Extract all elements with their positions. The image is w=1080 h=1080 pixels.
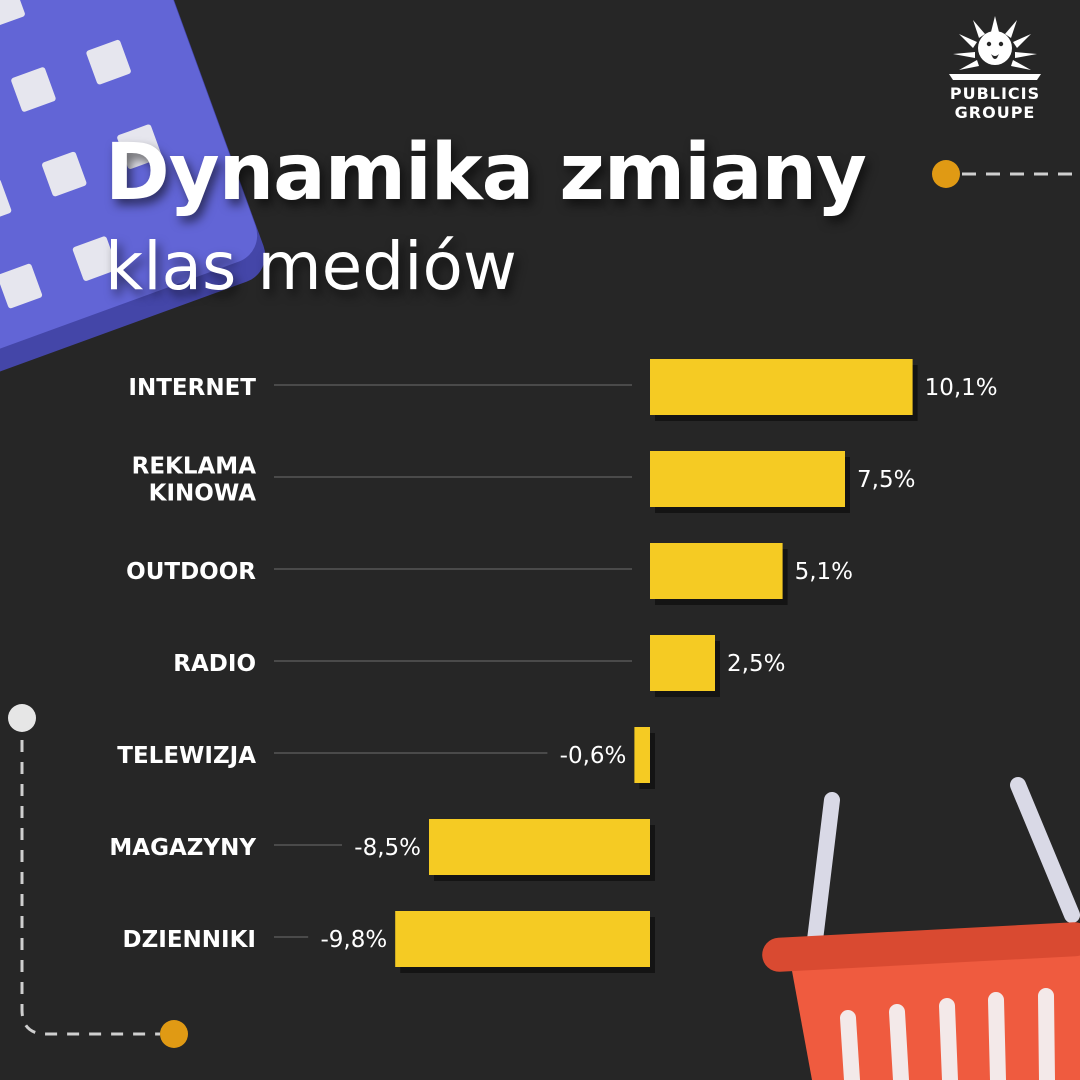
value-label: -9,8%	[320, 927, 387, 953]
bar	[650, 359, 913, 415]
category-label: REKLAMA	[132, 454, 257, 480]
bar	[429, 819, 650, 875]
value-label: 7,5%	[857, 467, 915, 493]
orange-dot-top	[932, 160, 960, 188]
value-label: -0,6%	[560, 743, 627, 769]
bar	[650, 451, 845, 507]
bar	[395, 911, 650, 967]
lion-icon	[949, 16, 1041, 80]
category-label: OUTDOOR	[126, 559, 256, 585]
bar	[650, 635, 715, 691]
category-label: INTERNET	[128, 375, 256, 401]
category-label: KINOWA	[149, 481, 257, 507]
value-label: 2,5%	[727, 651, 785, 677]
logo-line-2: GROUPE	[954, 103, 1036, 122]
category-label: RADIO	[173, 651, 256, 677]
value-label: -8,5%	[354, 835, 421, 861]
category-label: TELEWIZJA	[117, 743, 256, 769]
chart-subtitle: klas mediów	[105, 228, 517, 305]
category-label: MAGAZYNY	[109, 835, 256, 861]
chart-title: Dynamika zmiany	[105, 128, 867, 218]
category-label: DZIENNIKI	[123, 927, 256, 953]
bar	[650, 543, 783, 599]
white-dot	[8, 704, 36, 732]
value-label: 5,1%	[795, 559, 853, 585]
orange-dot-bottom	[160, 1020, 188, 1048]
publicis-groupe-logo: PUBLICIS GROUPE	[940, 14, 1050, 122]
value-label: 10,1%	[925, 375, 998, 401]
logo-line-1: PUBLICIS	[949, 84, 1041, 103]
bar	[634, 727, 650, 783]
